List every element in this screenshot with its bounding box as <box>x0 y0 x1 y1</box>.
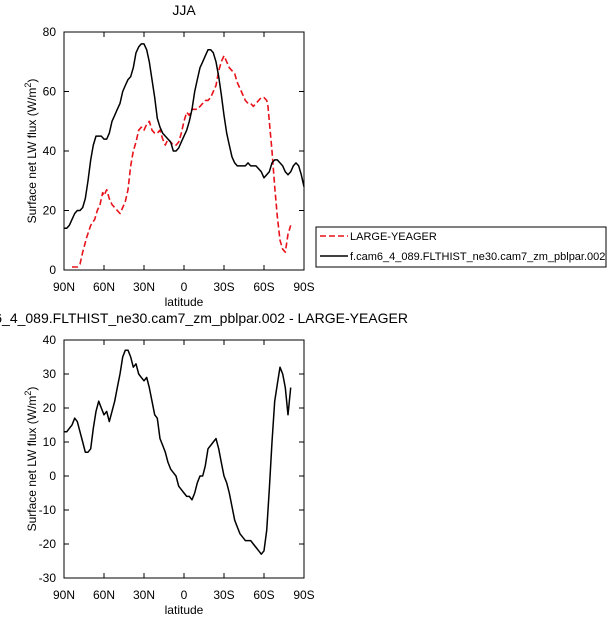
y-tick-label: 80 <box>43 25 57 39</box>
y-tick-label: 20 <box>43 401 57 415</box>
bottom-x-ticks: 90N 60N 30N 0 30S 60S 90S <box>53 340 315 602</box>
top-y-ticks: 0 20 40 60 80 <box>43 25 304 277</box>
x-tick-label: 30S <box>213 280 234 294</box>
y-tick-label: 20 <box>43 204 57 218</box>
top-x-ticks: 90N 60N 30N 0 30S 60S 90S <box>53 32 315 294</box>
y-tick-label: 40 <box>43 144 57 158</box>
x-tick-label: 90N <box>53 280 75 294</box>
top-y-axis-label: Surface net LW flux (W/m2) <box>23 79 39 224</box>
top-panel: JJA 0 20 40 60 80 90N 60N 30N 0 30S 60S 90S latitu… <box>23 2 607 309</box>
x-tick-label: 60N <box>93 280 115 294</box>
bottom-y-axis-label: Surface net LW flux (W/m2) <box>23 387 39 532</box>
y-tick-label: 0 <box>49 263 56 277</box>
x-tick-label: 90S <box>293 588 314 602</box>
x-tick-label: 30S <box>213 588 234 602</box>
x-tick-label: 90S <box>293 280 314 294</box>
bottom-x-axis-label: latitude <box>165 603 204 617</box>
y-tick-label: -30 <box>39 571 57 585</box>
top-plot-frame <box>63 31 305 271</box>
bottom-series-lines <box>64 349 292 555</box>
top-x-axis-label: latitude <box>165 295 204 309</box>
legend-label-large-yeager: LARGE-YEAGER <box>350 231 437 243</box>
bottom-plot-frame <box>63 339 305 579</box>
x-tick-label: 0 <box>181 588 188 602</box>
top-panel-title: JJA <box>172 2 196 18</box>
y-tick-label: -20 <box>39 537 57 551</box>
y-tick-label: 40 <box>43 333 57 347</box>
y-tick-label: 30 <box>43 367 57 381</box>
bottom-panel-title: f.cam6_4_089.FLTHIST_ne30.cam7_zm_pblpar… <box>0 310 408 326</box>
x-tick-label: 90N <box>53 588 75 602</box>
x-tick-label: 60S <box>253 588 274 602</box>
bottom-y-ticks: -30 -20 -10 0 10 20 30 40 <box>39 333 304 585</box>
series-line-cam-model <box>64 349 292 555</box>
legend: LARGE-YEAGER f.cam6_4_089.FLTHIST_ne30.c… <box>315 226 607 268</box>
x-tick-label: 30N <box>133 280 155 294</box>
legend-label-cam: f.cam6_4_089.FLTHIST_ne30.cam7_zm_pblpar… <box>350 251 605 263</box>
x-tick-label: 60N <box>93 588 115 602</box>
series-line-large-yeager <box>72 54 292 268</box>
x-tick-label: 60S <box>253 280 274 294</box>
x-tick-label: 0 <box>181 280 188 294</box>
top-series-lines <box>64 43 305 268</box>
y-tick-label: 60 <box>43 85 57 99</box>
x-tick-label: 30N <box>133 588 155 602</box>
y-tick-label: 10 <box>43 435 57 449</box>
y-tick-label: -10 <box>39 503 57 517</box>
bottom-panel: f.cam6_4_089.FLTHIST_ne30.cam7_zm_pblpar… <box>0 310 408 617</box>
y-tick-label: 0 <box>49 469 56 483</box>
series-line-cam-model <box>64 43 305 230</box>
legend-box <box>315 226 607 268</box>
